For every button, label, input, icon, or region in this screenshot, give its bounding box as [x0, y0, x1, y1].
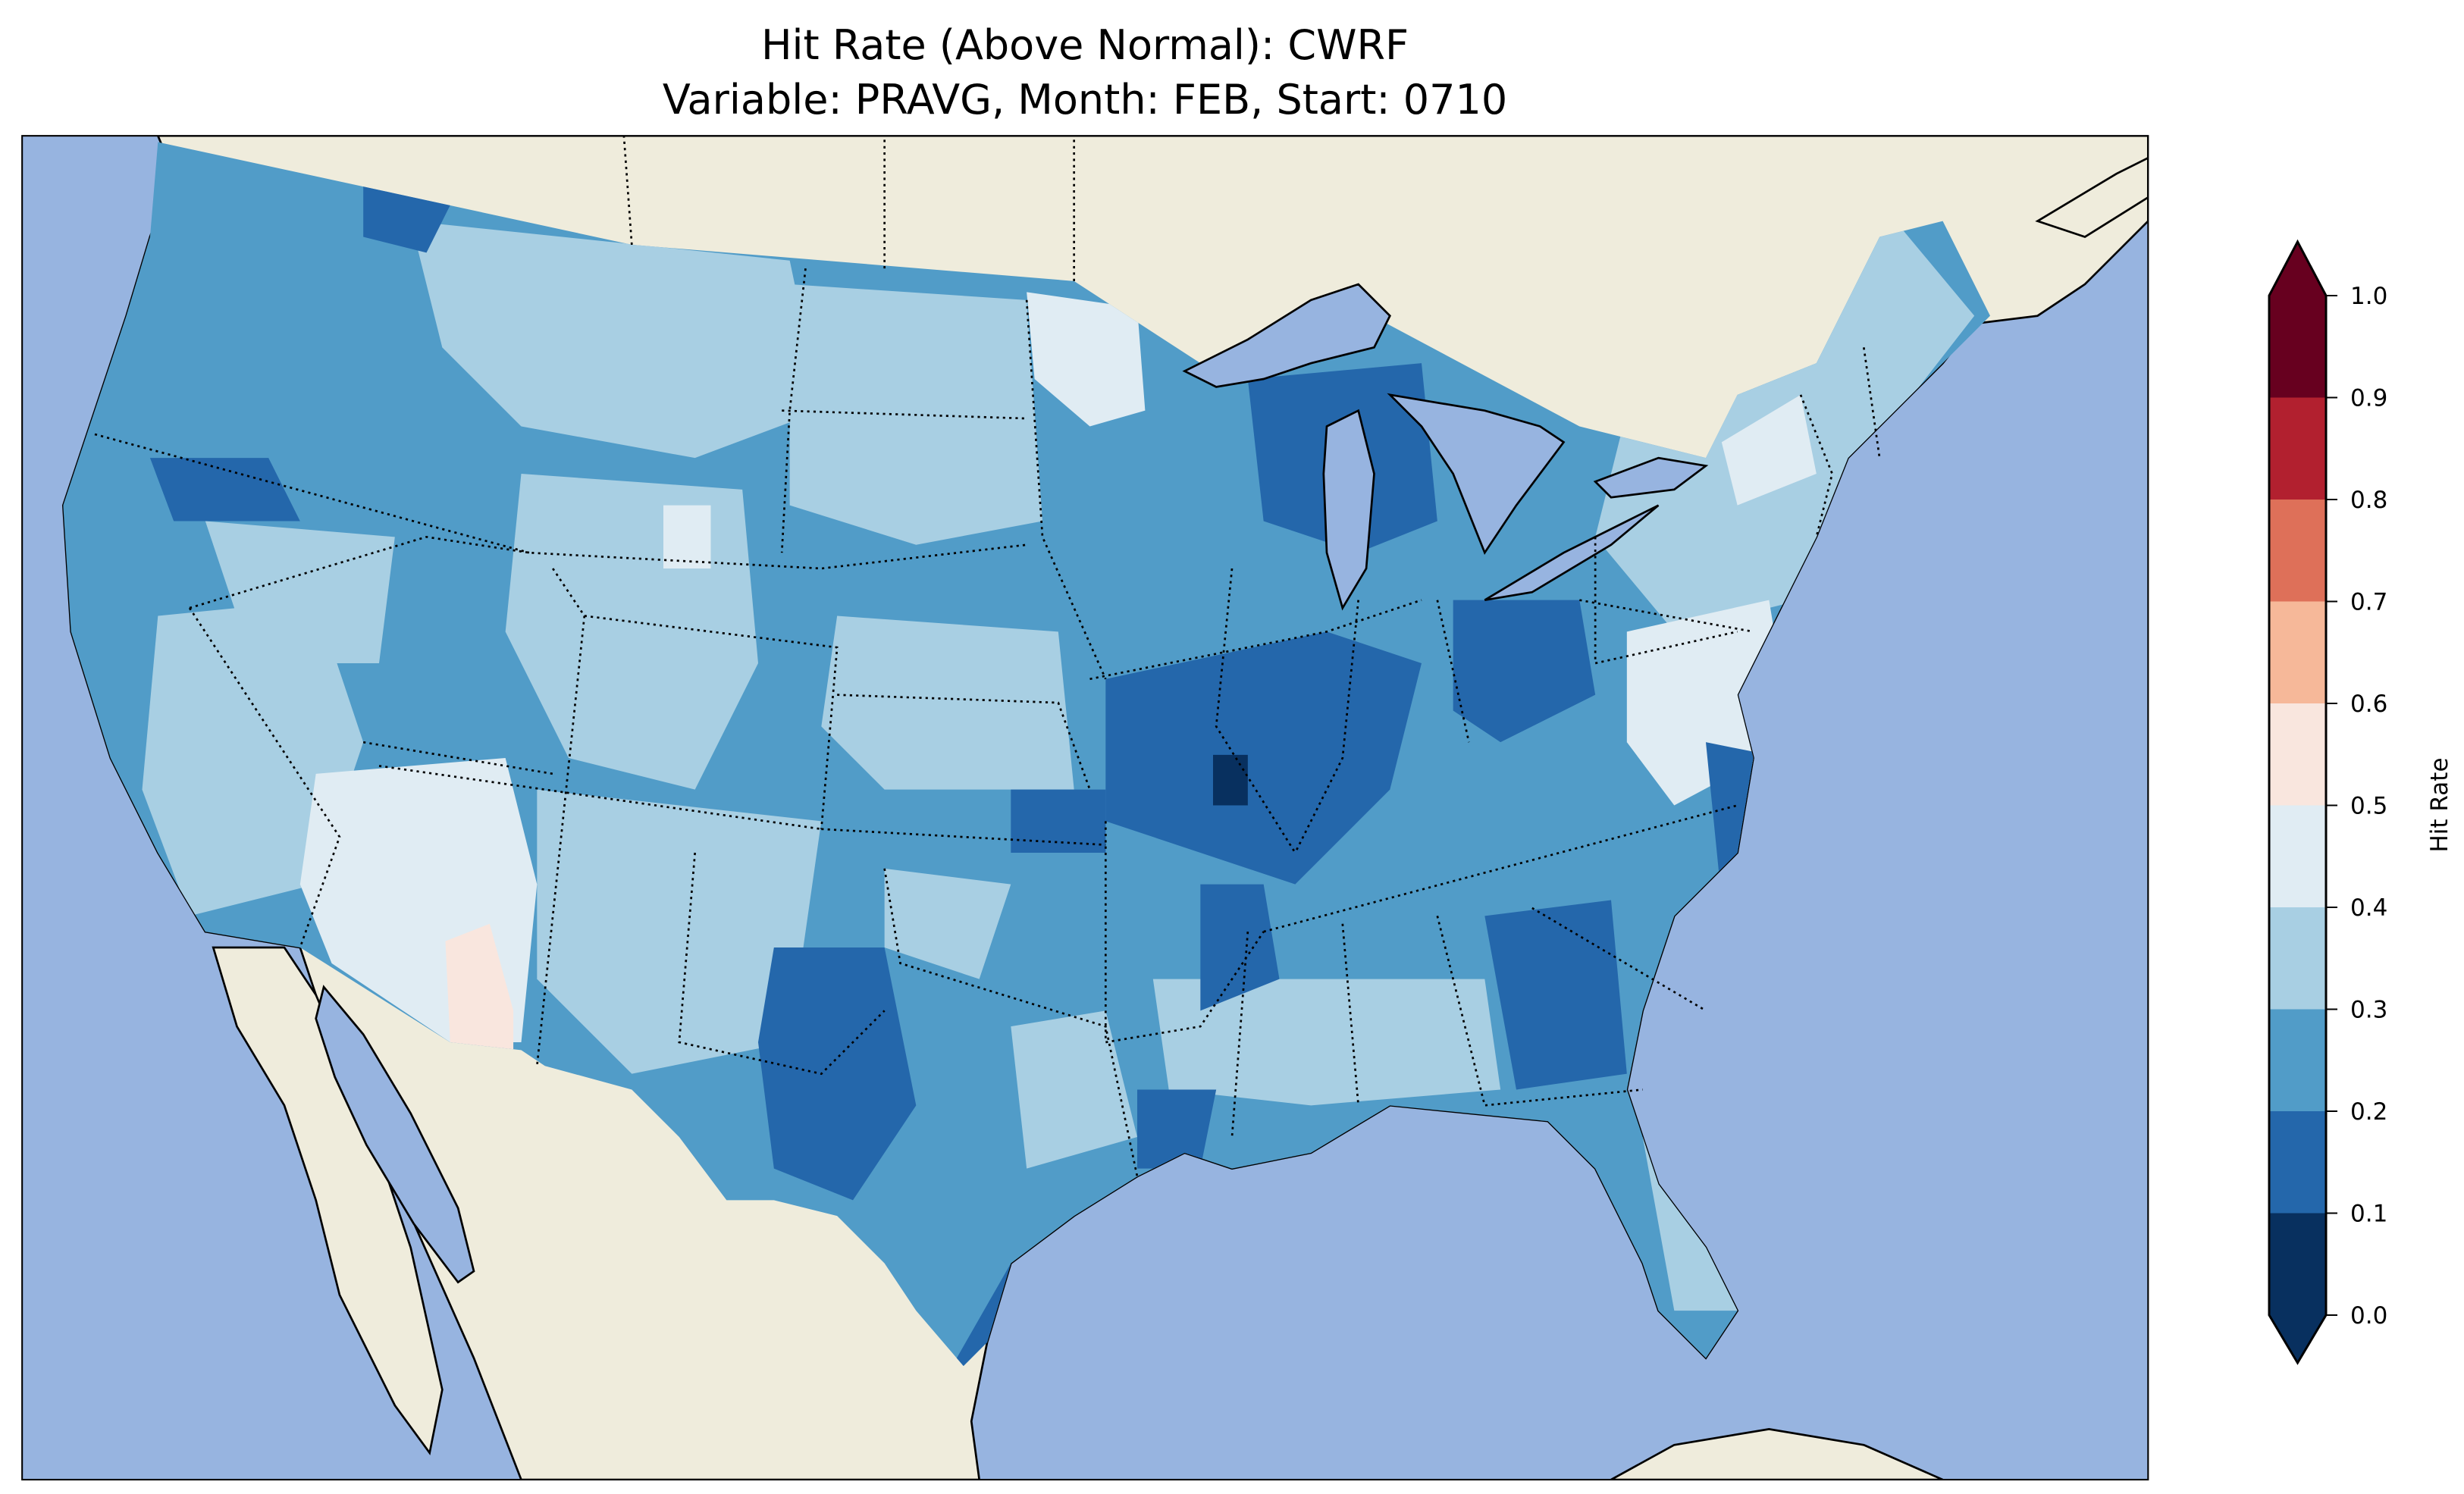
colorbar-segment: [2269, 601, 2326, 703]
colorbar-tick-label: 0.2: [2350, 1098, 2387, 1126]
colorbar-tick-label: 0.5: [2350, 793, 2387, 820]
colorbar-tick-label: 0.1: [2350, 1201, 2387, 1228]
nova-scotia: [2035, 156, 2149, 238]
map-frame: [21, 135, 2149, 1481]
colorbar-segment: [2269, 397, 2326, 500]
colorbar-segment: [2269, 703, 2326, 806]
gulf-of-california: [315, 985, 475, 1284]
colorbar-tick-label: 0.7: [2350, 589, 2387, 616]
title-line-1: Hit Rate (Above Normal): CWRF: [761, 21, 1409, 69]
colorbar-segment: [2269, 1213, 2326, 1315]
colorbar-segment: [2269, 907, 2326, 1010]
great-lakes: [1182, 283, 1709, 611]
colorbar-tick-label: 0.0: [2350, 1302, 2387, 1330]
colorbar-tick-label: 0.4: [2350, 894, 2387, 922]
state-borders: [94, 136, 1881, 1177]
colorbar-segment: [2269, 500, 2326, 602]
colorbar-segment: [2269, 805, 2326, 907]
colorbar-tick-label: 1.0: [2350, 283, 2387, 310]
colorbar-segment: [2269, 296, 2326, 398]
colorbar-tick-label: 0.3: [2350, 997, 2387, 1024]
cuba: [1610, 1428, 1944, 1480]
colorbar-segment: [2269, 1009, 2326, 1111]
colorbar-label: Hit Rate: [2426, 757, 2453, 852]
colorbar-segment: [2269, 1111, 2326, 1214]
colorbar: 0.0 0.1 0.2 0.3 0.4 0.5 0.6 0.7 0.8 0.9 1.0: [2268, 239, 2387, 1365]
colorbar-tick-label: 0.8: [2350, 487, 2387, 514]
map-axes: [21, 135, 2149, 1481]
colorbar-tick-label: 0.6: [2350, 691, 2387, 718]
title-line-2: Variable: PRAVG, Month: FEB, Start: 0710: [663, 76, 1507, 124]
colorbar-extend-max: [2269, 242, 2326, 296]
colorbar-tick-label: 0.9: [2350, 385, 2387, 412]
colorbar-extend-min: [2269, 1315, 2326, 1363]
